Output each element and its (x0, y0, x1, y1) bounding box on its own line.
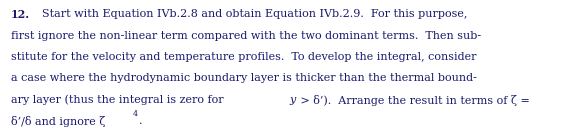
Text: 12.: 12. (11, 9, 30, 20)
Text: Start with Equation IVb.2.8 and obtain Equation IVb.2.9.  For this purpose,: Start with Equation IVb.2.8 and obtain E… (35, 9, 468, 19)
Text: ary layer (thus the integral is zero for: ary layer (thus the integral is zero for (11, 95, 227, 105)
Text: first ignore the non-linear term compared with the two dominant terms.  Then sub: first ignore the non-linear term compare… (11, 31, 481, 41)
Text: .: . (139, 116, 142, 126)
Text: δ’/δ and ignore ζ: δ’/δ and ignore ζ (11, 116, 105, 127)
Text: y: y (289, 95, 296, 105)
Text: a case where the hydrodynamic boundary layer is thicker than the thermal bound-: a case where the hydrodynamic boundary l… (11, 73, 476, 83)
Text: 4: 4 (132, 110, 138, 118)
Text: stitute for the velocity and temperature profiles.  To develop the integral, con: stitute for the velocity and temperature… (11, 52, 476, 62)
Text: > δ’).  Arrange the result in terms of ζ =: > δ’). Arrange the result in terms of ζ … (298, 95, 530, 106)
